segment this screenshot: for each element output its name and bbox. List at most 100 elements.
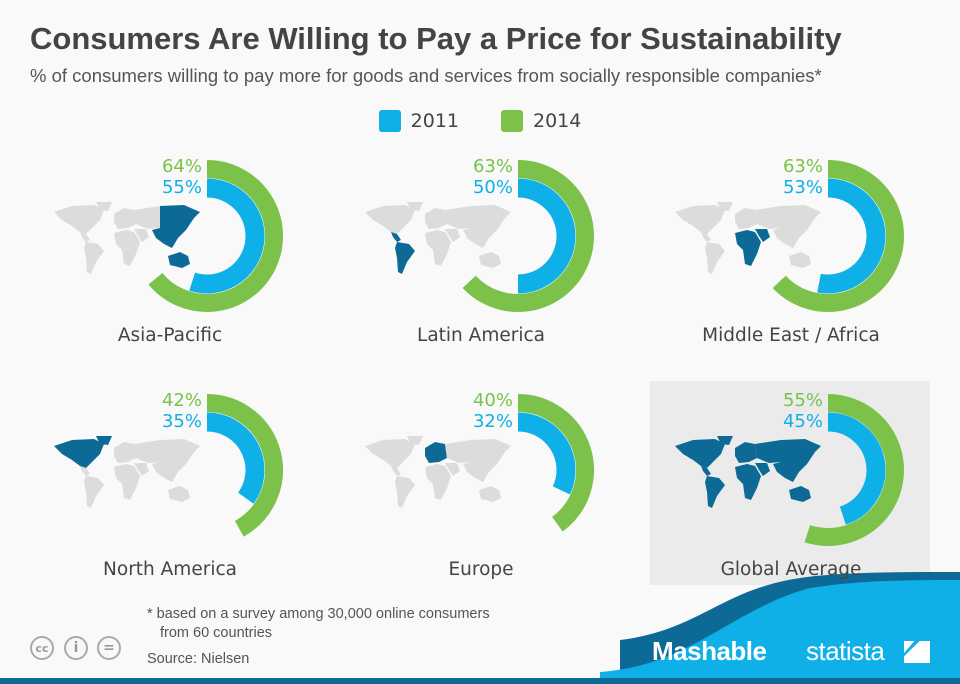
map-greenland — [717, 202, 733, 211]
arc-2011 — [189, 178, 265, 294]
map-asia-east — [463, 439, 511, 482]
world-map — [365, 436, 511, 508]
map-north-america — [54, 205, 104, 234]
map-central-america — [701, 466, 711, 476]
arc-2014 — [206, 394, 283, 537]
map-oceania — [479, 252, 501, 268]
map-north-america — [54, 439, 104, 468]
value-label-2011: 35% — [162, 411, 202, 432]
value-label-2014: 40% — [473, 390, 513, 411]
arc-2011 — [206, 412, 265, 504]
map-greenland — [96, 202, 112, 211]
map-middle-east — [134, 463, 149, 476]
map-africa — [114, 464, 140, 500]
map-middle-east — [755, 229, 770, 242]
footer-wave — [600, 580, 960, 684]
value-label-2014: 42% — [162, 390, 202, 411]
no-derivatives-icon[interactable]: = — [97, 636, 121, 660]
region-panel-latin-america: 63%50% Latin America — [365, 156, 594, 346]
creative-commons-icon[interactable]: cc — [30, 636, 54, 660]
region-panel-asia-pacific: 64%55% Asia-Pacific — [54, 156, 283, 346]
region-panel-europe: 40%32% Europe — [365, 390, 594, 580]
arc-2011 — [817, 178, 886, 294]
map-north-america — [675, 205, 725, 234]
legend-swatch-2014 — [501, 110, 523, 132]
map-south-america — [395, 476, 415, 508]
map-europe — [425, 208, 447, 229]
value-label-2014: 63% — [783, 156, 823, 177]
map-europe — [425, 442, 447, 463]
arc-2011 — [517, 178, 576, 294]
map-middle-east — [755, 463, 770, 476]
map-south-america — [705, 242, 725, 274]
attribution-icon[interactable]: i — [64, 636, 88, 660]
category-label: Europe — [448, 559, 513, 580]
map-asia-east — [152, 439, 200, 482]
world-map — [54, 436, 200, 508]
map-middle-east — [134, 229, 149, 242]
legend-label: 2011 — [410, 110, 459, 132]
arc-2014 — [804, 394, 904, 546]
map-north-america — [365, 439, 415, 468]
arc-2011 — [827, 412, 886, 525]
map-asia-east — [773, 439, 821, 482]
region-panel-middle-east-africa: 63%53% Middle East / Africa — [675, 156, 904, 346]
arc-2014 — [148, 160, 283, 312]
world-map — [54, 202, 200, 274]
map-middle-east — [445, 229, 460, 242]
category-label: Asia-Pacific — [118, 325, 222, 346]
map-north-america — [675, 439, 725, 468]
category-label: Latin America — [417, 325, 545, 346]
map-asia-west — [445, 440, 471, 463]
map-asia-east — [152, 205, 200, 248]
map-oceania — [789, 486, 811, 502]
map-africa — [114, 230, 140, 266]
map-greenland — [407, 436, 423, 445]
map-asia-east — [463, 205, 511, 248]
map-africa — [735, 230, 761, 266]
map-central-america — [80, 232, 90, 242]
map-south-america — [395, 242, 415, 274]
value-label-2011: 53% — [783, 177, 823, 198]
category-label: North America — [103, 559, 237, 580]
map-europe — [114, 208, 136, 229]
map-central-america — [391, 232, 401, 242]
arc-2011 — [517, 412, 576, 495]
map-oceania — [789, 252, 811, 268]
source: Source: Nielsen — [147, 651, 250, 667]
map-central-america — [80, 466, 90, 476]
map-north-america — [365, 205, 415, 234]
arc-2014 — [462, 160, 594, 312]
map-asia-west — [445, 206, 471, 229]
legend-item-2011: 2011 — [378, 110, 459, 132]
footer-bar — [0, 678, 960, 684]
map-africa — [425, 464, 451, 500]
map-asia-west — [755, 206, 781, 229]
map-south-america — [705, 476, 725, 508]
region-panel-north-america: 42%35% North America — [54, 390, 283, 580]
map-asia-west — [755, 440, 781, 463]
map-south-america — [84, 242, 104, 274]
legend-label: 2014 — [533, 110, 582, 132]
value-label-2014: 63% — [473, 156, 513, 177]
mashable-logo[interactable]: Mashable — [652, 636, 767, 666]
map-oceania — [479, 486, 501, 502]
page-title: Consumers Are Willing to Pay a Price for… — [30, 21, 842, 56]
map-middle-east — [445, 463, 460, 476]
category-label: Middle East / Africa — [702, 325, 880, 346]
map-asia-east — [773, 205, 821, 248]
legend-item-2014: 2014 — [501, 110, 581, 132]
map-central-america — [391, 466, 401, 476]
value-label-2011: 50% — [473, 177, 513, 198]
map-europe — [735, 442, 757, 463]
legend: 2011 2014 — [0, 110, 960, 132]
legend-swatch-2011 — [378, 110, 401, 132]
region-panel-global-average: 55%45% Global Average — [675, 390, 904, 580]
map-asia-west — [134, 440, 160, 463]
map-south-america — [84, 476, 104, 508]
map-europe — [114, 442, 136, 463]
map-greenland — [96, 436, 112, 445]
statista-logo[interactable]: statista — [806, 636, 885, 666]
world-map — [365, 202, 511, 274]
